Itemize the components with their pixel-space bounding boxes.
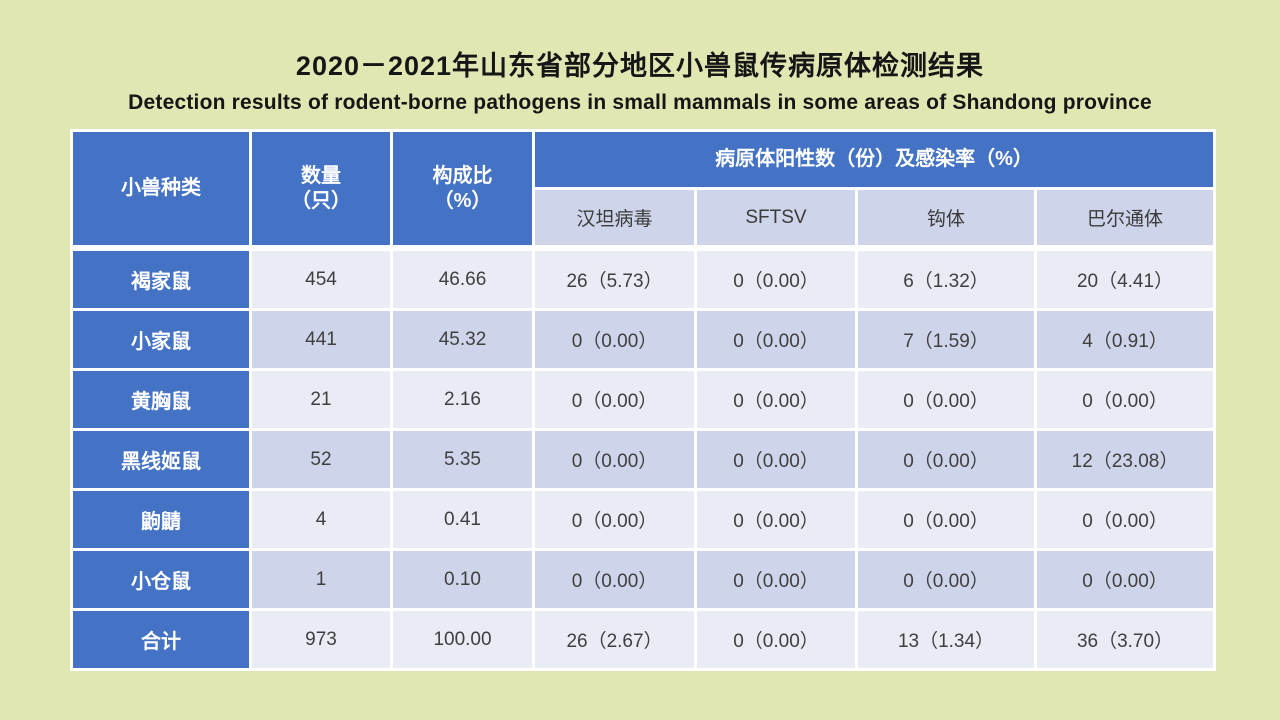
cell-sftsv: 0（0.00） (697, 551, 855, 608)
cell-ratio: 0.10 (393, 551, 532, 608)
cell-species: 黄胸鼠 (73, 371, 249, 428)
cell-ratio: 5.35 (393, 431, 532, 488)
table-row-house-mouse: 小家鼠 441 45.32 0（0.00） 0（0.00） 7（1.59） 4（… (73, 311, 1214, 368)
table-row-total: 合计 973 100.00 26（2.67） 0（0.00） 13（1.34） … (73, 611, 1214, 668)
cell-sftsv: 0（0.00） (697, 611, 855, 668)
col-header-ratio: 构成比 （%） (393, 132, 532, 248)
col-header-leptospira: 钩体 (858, 190, 1034, 248)
title-block: 2020－2021年山东省部分地区小兽鼠传病原体检测结果 Detection r… (0, 44, 1280, 115)
cell-species: 褐家鼠 (73, 251, 249, 308)
cell-leptospira: 0（0.00） (858, 551, 1034, 608)
cell-bartonella: 4（0.91） (1037, 311, 1214, 368)
cell-hantavirus: 26（5.73） (535, 251, 694, 308)
cell-ratio: 2.16 (393, 371, 532, 428)
cell-sftsv: 0（0.00） (697, 431, 855, 488)
col-header-bartonella: 巴尔通体 (1037, 190, 1214, 248)
cell-count: 973 (252, 611, 390, 668)
page-title: 2020－2021年山东省部分地区小兽鼠传病原体检测结果 (295, 51, 985, 81)
cell-leptospira: 7（1.59） (858, 311, 1034, 368)
cell-count: 454 (252, 251, 390, 308)
table-row-dwarf-hamster: 小仓鼠 1 0.10 0（0.00） 0（0.00） 0（0.00） 0（0.0… (73, 551, 1214, 608)
pathogen-detection-table: 小兽种类 数量 （只） 构成比 （%） 病原体阳性数（份）及感染率（%） 汉坦病… (70, 129, 1217, 671)
cell-ratio: 46.66 (393, 251, 532, 308)
cell-species: 黑线姬鼠 (73, 431, 249, 488)
cell-count: 21 (252, 371, 390, 428)
cell-count: 52 (252, 431, 390, 488)
header-row-pathogens: 汉坦病毒 SFTSV 钩体 巴尔通体 (73, 190, 1214, 248)
cell-count: 1 (252, 551, 390, 608)
cell-hantavirus: 0（0.00） (535, 311, 694, 368)
cell-bartonella: 0（0.00） (1037, 371, 1214, 428)
col-header-hantavirus: 汉坦病毒 (535, 190, 694, 248)
col-header-count: 数量 （只） (252, 132, 390, 248)
table-row-striped-field-mouse: 黑线姬鼠 52 5.35 0（0.00） 0（0.00） 0（0.00） 12（… (73, 431, 1214, 488)
cell-species: 合计 (73, 611, 249, 668)
cell-leptospira: 0（0.00） (858, 431, 1034, 488)
cell-count: 441 (252, 311, 390, 368)
cell-hantavirus: 0（0.00） (535, 491, 694, 548)
cell-sftsv: 0（0.00） (697, 251, 855, 308)
cell-bartonella: 0（0.00） (1037, 551, 1214, 608)
cell-hantavirus: 0（0.00） (535, 431, 694, 488)
cell-species: 小仓鼠 (73, 551, 249, 608)
cell-count: 4 (252, 491, 390, 548)
col-header-species: 小兽种类 (73, 132, 249, 248)
cell-species: 小家鼠 (73, 311, 249, 368)
cell-ratio: 0.41 (393, 491, 532, 548)
table-row-shrew: 鼩鼱 4 0.41 0（0.00） 0（0.00） 0（0.00） 0（0.00… (73, 491, 1214, 548)
cell-leptospira: 0（0.00） (858, 371, 1034, 428)
cell-sftsv: 0（0.00） (697, 491, 855, 548)
cell-bartonella: 12（23.08） (1037, 431, 1214, 488)
cell-bartonella: 0（0.00） (1037, 491, 1214, 548)
cell-sftsv: 0（0.00） (697, 371, 855, 428)
cell-hantavirus: 26（2.67） (535, 611, 694, 668)
cell-leptospira: 0（0.00） (858, 491, 1034, 548)
cell-bartonella: 36（3.70） (1037, 611, 1214, 668)
cell-hantavirus: 0（0.00） (535, 371, 694, 428)
table-row-brown-rat: 褐家鼠 454 46.66 26（5.73） 0（0.00） 6（1.32） 2… (73, 251, 1214, 308)
cell-leptospira: 13（1.34） (858, 611, 1034, 668)
cell-leptospira: 6（1.32） (858, 251, 1034, 308)
cell-ratio: 45.32 (393, 311, 532, 368)
cell-ratio: 100.00 (393, 611, 532, 668)
cell-sftsv: 0（0.00） (697, 311, 855, 368)
cell-bartonella: 20（4.41） (1037, 251, 1214, 308)
header-row-top: 小兽种类 数量 （只） 构成比 （%） 病原体阳性数（份）及感染率（%） (73, 132, 1214, 248)
cell-species: 鼩鼱 (73, 491, 249, 548)
col-header-sftsv: SFTSV (697, 190, 855, 248)
page-subtitle: Detection results of rodent-borne pathog… (128, 91, 1152, 114)
col-header-pathogen-group: 病原体阳性数（份）及感染率（%） (535, 132, 1214, 187)
table-row-yellow-breasted-rat: 黄胸鼠 21 2.16 0（0.00） 0（0.00） 0（0.00） 0（0.… (73, 371, 1214, 428)
cell-hantavirus: 0（0.00） (535, 551, 694, 608)
